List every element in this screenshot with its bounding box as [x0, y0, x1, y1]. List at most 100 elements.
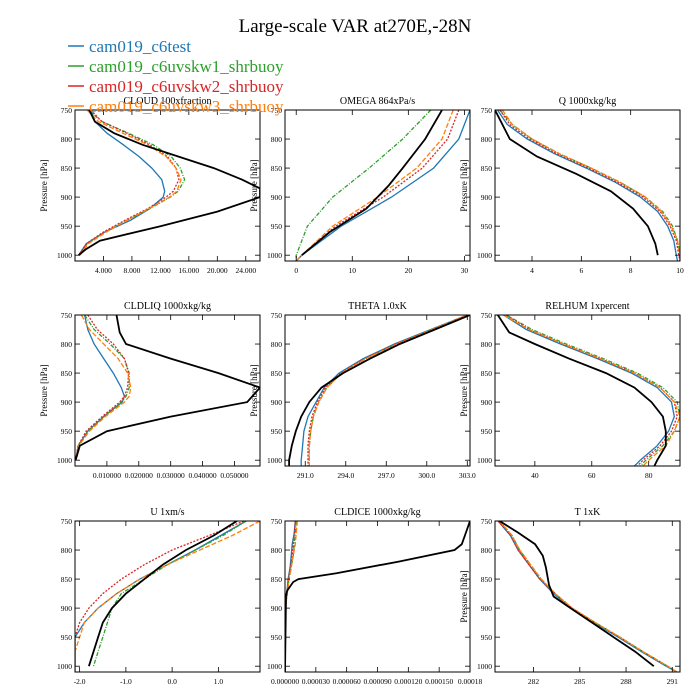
x-tick-label: 80	[645, 471, 653, 480]
y-tick-label: 1000	[267, 456, 282, 465]
x-tick-label: 16.000	[179, 266, 200, 275]
legend-entry: cam019_c6uvskw3_shrbuoy	[68, 97, 284, 116]
x-tick-label: 6	[579, 266, 583, 275]
x-tick-label: 0.00018	[458, 677, 483, 686]
series-line-reference	[301, 110, 443, 256]
y-axis-label: Pressure [hPa]	[249, 364, 259, 416]
x-tick-label: 4	[530, 266, 534, 275]
x-tick-label: 0.0	[167, 677, 177, 686]
panel-5: 750 800 850 900 950 1000 291.0 294.0 297.0 300.0 3…	[249, 301, 476, 480]
y-tick-label: 800	[271, 135, 283, 144]
legend-entry: cam019_c6uvskw1_shrbuoy	[68, 57, 284, 76]
y-axis-label: Pressure [hPa]	[459, 570, 469, 622]
x-tick-label: 0.000120	[394, 677, 422, 686]
y-tick-label: 850	[271, 369, 283, 378]
y-tick-label: 750	[481, 517, 493, 526]
x-tick-label: 0.010000	[93, 471, 121, 480]
series-line-cam019_c6test	[300, 315, 468, 466]
x-tick-label: 0.020000	[125, 471, 153, 480]
y-tick-label: 800	[481, 546, 493, 555]
y-tick-label: 800	[481, 135, 493, 144]
series-line-cam019_c6test	[503, 315, 675, 466]
y-tick-label: 900	[481, 604, 493, 613]
y-tick-label: 950	[61, 633, 73, 642]
y-tick-label: 900	[481, 398, 493, 407]
x-tick-label: 10	[349, 266, 357, 275]
y-axis-label: Pressure [hPa]	[39, 159, 49, 211]
legend-entry: cam019_c6test	[68, 37, 191, 56]
series-line-reference	[285, 521, 470, 672]
panel-7: 750 800 850 900 950 1000-2.0 -1.0 0.0 1.0 U 1xm/s	[57, 507, 261, 686]
series-line-reference	[78, 110, 260, 256]
x-tick-label: 24.000	[235, 266, 256, 275]
panel-frame	[494, 520, 681, 673]
legend-label: cam019_c6uvskw3_shrbuoy	[89, 97, 284, 116]
series-line-cam019_c6uvskw3_shrbuoy	[75, 315, 132, 461]
y-axis-label: Pressure [hPa]	[39, 364, 49, 416]
panel-title: U 1xm/s	[150, 507, 184, 518]
series-line-cam019_c6uvskw2_shrbuoy	[499, 110, 680, 261]
series-line-cam019_c6uvskw3_shrbuoy	[75, 521, 260, 667]
y-tick-label: 850	[481, 575, 493, 584]
y-tick-label: 800	[61, 546, 73, 555]
y-tick-label: 900	[61, 193, 73, 202]
x-tick-label: 0.050000	[220, 471, 248, 480]
x-tick-label: 0.030000	[157, 471, 185, 480]
legend: cam019_c6testcam019_c6uvskw1_shrbuoycam0…	[68, 37, 284, 116]
y-tick-label: 1000	[477, 456, 492, 465]
panel-frame	[284, 314, 471, 467]
series-line-cam019_c6test	[75, 521, 247, 672]
y-tick-label: 750	[271, 517, 283, 526]
y-tick-label: 950	[271, 633, 283, 642]
panel-title: CLDLIQ 1000xkg/kg	[124, 301, 211, 312]
y-tick-label: 850	[61, 164, 73, 173]
x-tick-label: 294.0	[337, 471, 354, 480]
figure-title: Large-scale VAR at270E,-28N	[239, 16, 472, 37]
panel-title: CLOUD 100xfraction	[123, 96, 211, 107]
panel-6: 750 800 850 900 950 1000 40 60 80 RELHUM 1xpercen…	[459, 301, 681, 480]
x-tick-label: 285	[574, 677, 586, 686]
y-tick-label: 1000	[57, 456, 72, 465]
x-tick-label: 12.000	[150, 266, 171, 275]
series-line-cam019_c6uvskw1_shrbuoy	[308, 315, 468, 466]
y-tick-label: 850	[271, 575, 283, 584]
y-tick-label: 750	[271, 106, 283, 115]
y-tick-label: 750	[481, 106, 493, 115]
series-line-cam019_c6uvskw2_shrbuoy	[75, 521, 245, 667]
x-tick-label: 291.0	[297, 471, 314, 480]
x-tick-label: 303.0	[459, 471, 476, 480]
panel-frame	[74, 109, 261, 262]
series-line-cam019_c6uvskw1_shrbuoy	[506, 315, 680, 466]
x-tick-label: 8.000	[123, 266, 140, 275]
series-line-cam019_c6uvskw2_shrbuoy	[307, 315, 468, 466]
series-line-cam019_c6test	[496, 110, 679, 261]
panel-frame	[494, 109, 681, 262]
y-tick-label: 950	[481, 427, 493, 436]
x-tick-label: 0.000150	[425, 677, 453, 686]
x-tick-label: 8	[629, 266, 633, 275]
x-tick-label: 20	[405, 266, 413, 275]
series-line-cam019_c6uvskw1_shrbuoy	[499, 521, 678, 672]
y-tick-label: 850	[481, 164, 493, 173]
x-tick-label: 300.0	[418, 471, 435, 480]
y-tick-label: 750	[271, 311, 283, 320]
y-tick-label: 1000	[477, 251, 492, 260]
y-tick-label: 750	[61, 517, 73, 526]
x-tick-label: 0.000000	[271, 677, 299, 686]
legend-entry: cam019_c6uvskw2_shrbuoy	[68, 77, 284, 96]
x-tick-label: -1.0	[120, 677, 132, 686]
y-tick-label: 900	[271, 604, 283, 613]
series-line-cam019_c6uvskw1_shrbuoy	[75, 315, 130, 461]
series-line-reference	[88, 521, 238, 667]
x-tick-label: 40	[531, 471, 539, 480]
y-tick-label: 800	[481, 340, 493, 349]
panel-title: OMEGA 864xPa/s	[340, 96, 415, 107]
series-line-cam019_c6uvskw1_shrbuoy	[92, 521, 247, 667]
x-tick-label: 288	[620, 677, 632, 686]
series-line-cam019_c6uvskw2_shrbuoy	[78, 110, 180, 256]
y-tick-label: 900	[61, 604, 73, 613]
y-tick-label: 800	[61, 340, 73, 349]
y-tick-label: 850	[61, 369, 73, 378]
